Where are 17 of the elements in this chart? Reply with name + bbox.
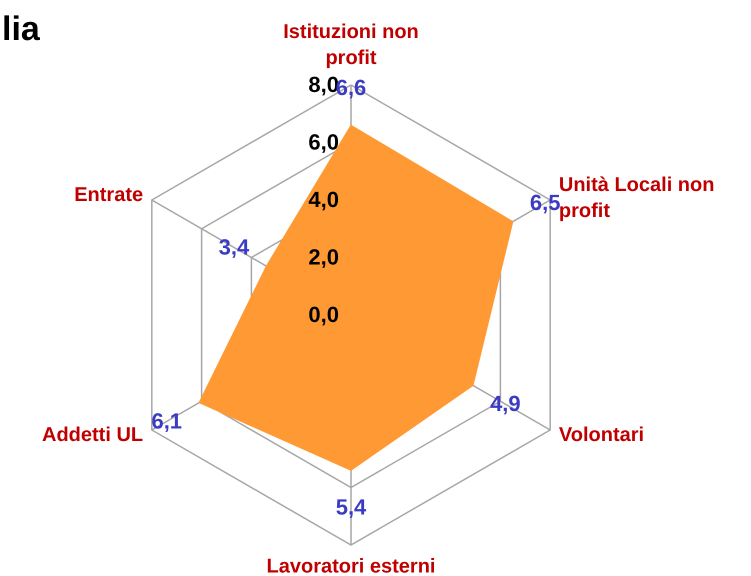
spoke-label: Unità Locali non profit — [558, 174, 714, 222]
data-label: 6,1 — [151, 408, 182, 434]
data-label: 4,9 — [490, 391, 521, 416]
spoke-label: Volontari — [558, 424, 644, 446]
y-tick-label: 6,0 — [308, 130, 339, 154]
spoke-label: Addetti UL — [42, 424, 144, 446]
y-tick-label: 8,0 — [308, 72, 339, 97]
spoke-label: Istituzioni non profit — [283, 20, 419, 69]
spoke-label: Entrate — [74, 184, 144, 206]
data-label: 6,5 — [530, 190, 561, 215]
y-tick-label: 4,0 — [308, 187, 339, 212]
y-tick-label: 2,0 — [308, 244, 339, 270]
data-label: 5,4 — [336, 494, 368, 520]
chart-title: lia — [2, 10, 41, 48]
spoke-label: Lavoratori esterni — [266, 556, 436, 576]
data-label: 3,4 — [218, 234, 250, 260]
y-tick-label: 0,0 — [308, 302, 339, 327]
